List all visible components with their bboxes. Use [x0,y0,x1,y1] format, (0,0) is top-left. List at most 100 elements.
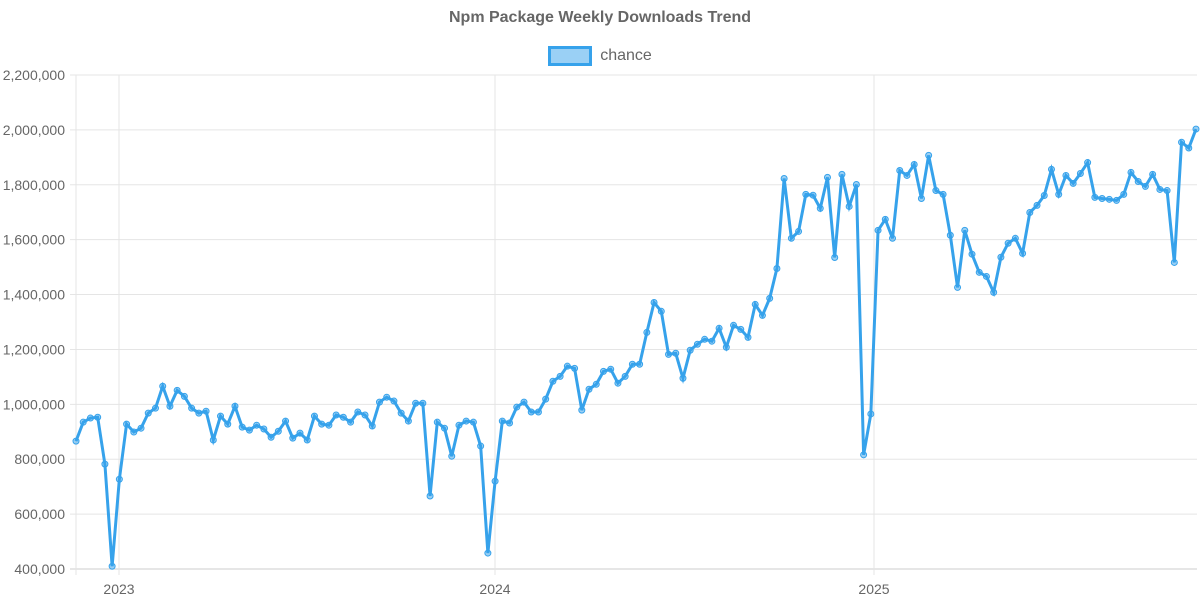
data-point[interactable] [426,492,434,500]
data-point[interactable] [896,167,904,175]
data-point[interactable] [549,377,557,385]
data-point[interactable] [180,392,188,400]
data-point[interactable] [968,250,976,258]
data-point[interactable] [990,288,998,296]
data-point[interactable] [130,428,138,436]
data-point[interactable] [628,360,636,368]
data-point[interactable] [1019,249,1027,257]
legend-swatch-chance[interactable] [548,46,593,66]
data-point[interactable] [137,424,145,432]
data-point[interactable] [607,365,615,373]
data-point[interactable] [831,254,839,262]
data-point[interactable] [585,385,593,393]
data-point[interactable] [563,362,571,370]
data-point[interactable] [1178,138,1186,146]
data-point[interactable] [173,386,181,394]
data-point[interactable] [903,171,911,179]
data-point[interactable] [693,340,701,348]
data-point[interactable] [534,408,542,416]
data-point[interactable] [614,379,622,387]
data-point[interactable] [636,360,644,368]
data-point[interactable] [448,452,456,460]
data-point[interactable] [795,227,803,235]
data-point[interactable] [404,417,412,425]
data-point[interactable] [1033,201,1041,209]
data-point[interactable] [1192,125,1200,133]
data-point[interactable] [852,181,860,189]
data-point[interactable] [1069,179,1077,187]
data-point[interactable] [1040,191,1048,199]
data-point[interactable] [455,421,463,429]
data-point[interactable] [209,436,217,444]
data-point[interactable] [766,294,774,302]
data-point[interactable] [115,475,123,483]
data-point[interactable] [845,202,853,210]
data-point[interactable] [925,151,933,159]
data-point[interactable] [650,299,658,307]
data-point[interactable] [296,429,304,437]
data-point[interactable] [1156,185,1164,193]
data-point[interactable] [758,311,766,319]
data-point[interactable] [195,409,203,417]
data-point[interactable] [484,549,492,557]
data-point[interactable] [1062,171,1070,179]
data-point[interactable] [527,408,535,416]
data-point[interactable] [889,234,897,242]
data-point[interactable] [571,364,579,372]
data-point[interactable] [441,424,449,432]
data-point[interactable] [361,411,369,419]
data-point[interactable] [780,174,788,182]
data-point[interactable] [375,398,383,406]
data-point[interactable] [325,421,333,429]
data-point[interactable] [599,367,607,375]
data-point[interactable] [946,231,954,239]
data-point[interactable] [433,418,441,426]
data-point[interactable] [390,397,398,405]
data-point[interactable] [556,372,564,380]
data-point[interactable] [1011,234,1019,242]
data-point[interactable] [643,328,651,336]
data-point[interactable] [1098,195,1106,202]
data-point[interactable] [802,190,810,198]
data-point[interactable] [708,337,716,345]
data-point[interactable] [339,413,347,421]
data-point[interactable] [838,170,846,178]
data-point[interactable] [86,414,94,422]
data-point[interactable] [491,477,499,485]
data-point[interactable] [773,264,781,272]
data-point[interactable] [144,409,152,417]
data-point[interactable] [701,335,709,343]
data-point[interactable] [1149,170,1157,178]
legend-label-chance[interactable]: chance [600,47,652,64]
data-point[interactable] [910,160,918,168]
data-point[interactable] [982,272,990,280]
data-point[interactable] [289,434,297,442]
data-point[interactable] [1170,258,1178,266]
data-point[interactable] [303,436,311,444]
data-point[interactable] [318,420,326,428]
data-point[interactable] [679,374,687,382]
data-point[interactable] [1105,195,1113,203]
data-point[interactable] [722,343,730,351]
data-point[interactable] [751,300,759,308]
data-point[interactable] [809,191,817,199]
data-point[interactable] [874,226,882,234]
data-point[interactable] [1127,168,1135,176]
data-point[interactable] [202,407,210,415]
data-point[interactable] [419,399,427,407]
data-point[interactable] [787,234,795,242]
data-point[interactable] [72,437,80,445]
data-point[interactable] [975,268,983,276]
data-point[interactable] [1026,208,1034,216]
data-point[interactable] [354,408,362,416]
data-point[interactable] [412,399,420,407]
data-point[interactable] [867,410,875,418]
data-point[interactable] [282,417,290,425]
data-point[interactable] [123,420,131,428]
data-point[interactable] [477,442,485,450]
data-point[interactable] [238,423,246,431]
data-point[interactable] [383,393,391,401]
data-point[interactable] [730,321,738,329]
data-point[interactable] [101,460,109,468]
data-point[interactable] [513,403,521,411]
